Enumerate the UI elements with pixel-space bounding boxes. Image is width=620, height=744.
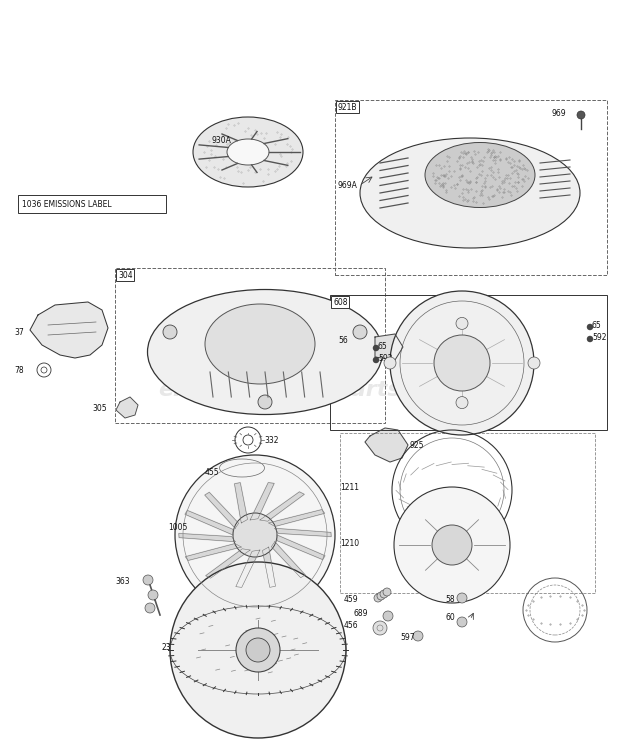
Text: 608: 608 [333, 298, 347, 307]
Bar [335, 100, 607, 275]
Polygon shape [268, 510, 325, 527]
Polygon shape [262, 547, 275, 587]
Circle shape [373, 621, 387, 635]
Circle shape [373, 357, 379, 363]
Circle shape [143, 575, 153, 585]
Circle shape [170, 562, 346, 738]
Text: 304: 304 [118, 271, 133, 280]
Bar [18, 195, 166, 213]
Polygon shape [185, 510, 233, 535]
Text: 78: 78 [14, 365, 24, 374]
Text: 1036 EMISSIONS LABEL: 1036 EMISSIONS LABEL [22, 199, 112, 208]
Circle shape [383, 611, 393, 621]
Ellipse shape [227, 139, 269, 165]
Polygon shape [260, 492, 304, 522]
Circle shape [457, 593, 467, 603]
Bar [340, 433, 595, 593]
Text: 58: 58 [445, 595, 454, 604]
Bar [115, 268, 385, 423]
Polygon shape [179, 533, 235, 542]
Text: 23: 23 [162, 644, 172, 652]
Circle shape [434, 335, 490, 391]
Text: 592: 592 [378, 353, 392, 362]
Circle shape [456, 397, 468, 408]
Text: 1210: 1210 [340, 539, 359, 548]
Circle shape [394, 487, 510, 603]
Circle shape [233, 513, 277, 557]
Circle shape [145, 603, 155, 613]
Circle shape [587, 324, 593, 330]
Ellipse shape [205, 304, 315, 384]
Circle shape [236, 628, 280, 672]
Text: 65: 65 [378, 341, 388, 350]
Circle shape [148, 590, 158, 600]
Ellipse shape [148, 289, 383, 414]
Circle shape [587, 336, 593, 342]
Ellipse shape [193, 117, 303, 187]
Text: 37: 37 [14, 327, 24, 336]
Text: 925: 925 [410, 440, 425, 449]
Text: 65: 65 [592, 321, 602, 330]
Circle shape [258, 395, 272, 409]
Polygon shape [185, 544, 241, 560]
Text: 969A: 969A [338, 181, 358, 190]
Text: 930A: 930A [212, 135, 232, 144]
Circle shape [383, 588, 391, 596]
Text: 1005: 1005 [168, 524, 187, 533]
Text: 455: 455 [205, 467, 219, 476]
Text: 689: 689 [354, 609, 368, 618]
Circle shape [353, 325, 367, 339]
Text: 921B: 921B [338, 103, 358, 112]
Polygon shape [236, 550, 260, 587]
Circle shape [577, 111, 585, 119]
Polygon shape [205, 493, 239, 528]
Polygon shape [30, 302, 108, 358]
Bar [330, 295, 607, 430]
Text: 597: 597 [400, 633, 415, 643]
Circle shape [175, 455, 335, 615]
Text: 60: 60 [445, 614, 454, 623]
Circle shape [377, 592, 385, 600]
Polygon shape [206, 549, 250, 578]
Polygon shape [116, 397, 138, 418]
Polygon shape [365, 428, 408, 462]
Text: 332: 332 [264, 435, 278, 444]
Text: eReplacementParts.com: eReplacementParts.com [159, 380, 461, 400]
Polygon shape [277, 535, 325, 559]
Text: 459: 459 [344, 595, 358, 604]
Text: 969: 969 [552, 109, 567, 118]
Ellipse shape [213, 463, 271, 493]
Circle shape [456, 318, 468, 330]
Ellipse shape [360, 138, 580, 248]
Text: 456: 456 [344, 621, 358, 630]
Circle shape [384, 357, 396, 369]
Polygon shape [272, 542, 305, 577]
Text: 56: 56 [338, 336, 348, 344]
Circle shape [163, 325, 177, 339]
Text: 1211: 1211 [340, 484, 359, 493]
Circle shape [390, 291, 534, 435]
Circle shape [380, 590, 388, 598]
Circle shape [373, 345, 379, 351]
Ellipse shape [425, 143, 535, 208]
Polygon shape [275, 528, 331, 536]
Polygon shape [375, 334, 403, 360]
Circle shape [432, 525, 472, 565]
Circle shape [413, 631, 423, 641]
Text: 305: 305 [92, 403, 107, 412]
Text: 363: 363 [115, 577, 130, 586]
Circle shape [374, 594, 382, 602]
Circle shape [528, 357, 540, 369]
Polygon shape [250, 483, 274, 520]
Text: 592: 592 [592, 333, 606, 341]
Polygon shape [234, 483, 247, 523]
Circle shape [246, 638, 270, 662]
Circle shape [457, 617, 467, 627]
